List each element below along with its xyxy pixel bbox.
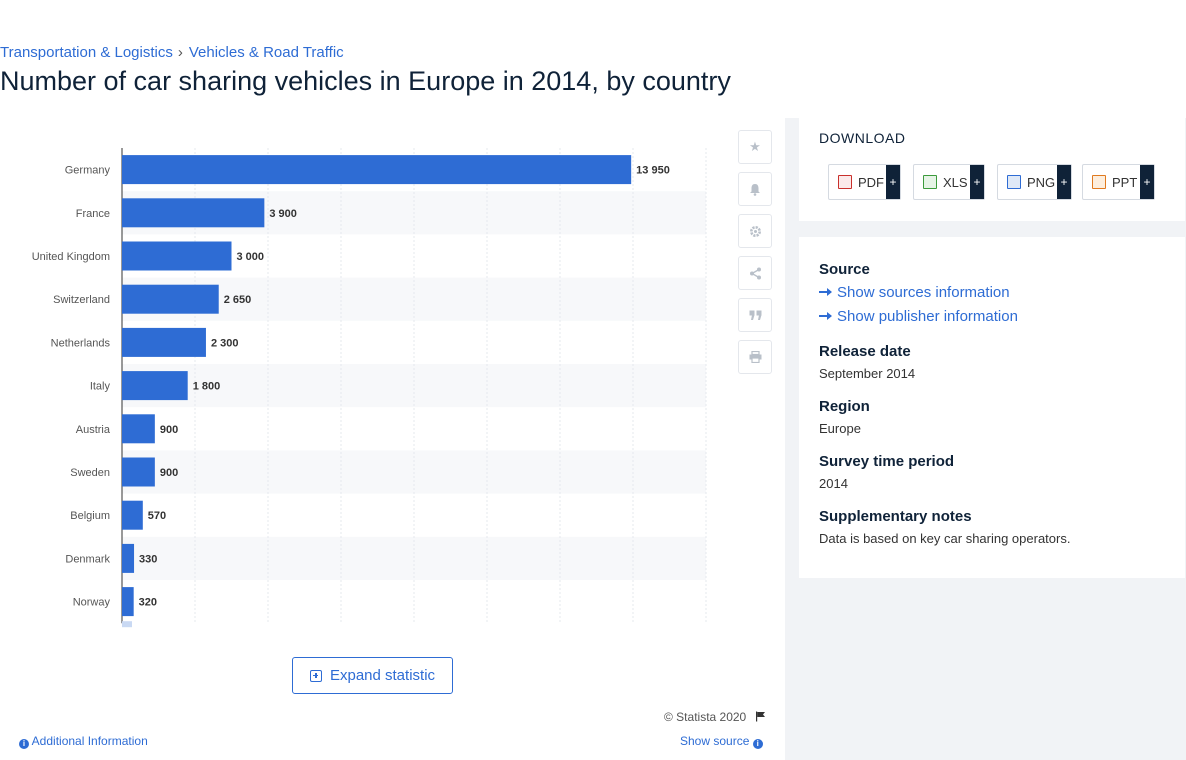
category-label: United Kingdom	[32, 251, 110, 263]
xls-file-icon	[923, 175, 937, 189]
statistic-info-card: Source Show sources information Show pub…	[799, 237, 1185, 578]
value-label: 2 650	[224, 294, 252, 306]
value-label: 1 800	[193, 381, 221, 393]
bar-sweden[interactable]	[122, 457, 155, 487]
flag-icon[interactable]	[755, 711, 766, 722]
expand-icon	[309, 669, 322, 682]
breadcrumb-separator: ›	[177, 44, 183, 61]
region-value: Europe	[819, 421, 861, 436]
print-icon[interactable]	[738, 340, 772, 374]
value-label: 330	[139, 553, 157, 565]
bar-france[interactable]	[122, 198, 265, 228]
value-label: 900	[160, 467, 178, 479]
pdf-plus: +	[886, 165, 900, 199]
additional-information-link[interactable]: i Additional Information	[19, 734, 148, 749]
ppt-label: PPT	[1112, 174, 1138, 190]
download-pdf-button[interactable]: PDF +	[828, 164, 901, 200]
download-title: DOWNLOAD	[819, 130, 906, 146]
value-label: 3 000	[237, 251, 265, 263]
png-label: PNG	[1027, 174, 1056, 190]
value-label: 320	[139, 597, 157, 609]
additional-information-label: Additional Information	[31, 734, 148, 748]
category-label: Norway	[73, 597, 111, 609]
copyright: © Statista 2020	[664, 710, 766, 724]
bar-germany[interactable]	[122, 155, 632, 185]
bar-switzerland[interactable]	[122, 284, 219, 314]
png-plus: +	[1057, 165, 1071, 199]
category-label: Denmark	[65, 553, 110, 565]
show-source-link[interactable]: Show source i	[680, 734, 763, 749]
chart-card: Germany France United Kingdom Switzerland Ne…	[0, 118, 785, 760]
show-publisher-link[interactable]: Show publisher information	[819, 308, 1018, 325]
category-label: Germany	[65, 165, 111, 177]
source-heading: Source	[819, 261, 870, 278]
survey-period-value: 2014	[819, 476, 848, 491]
arrow-right-icon	[819, 288, 832, 296]
pdf-file-icon	[838, 175, 852, 189]
category-label: Italy	[90, 381, 111, 393]
truncated-bar-hint	[122, 621, 132, 628]
value-label: 2 300	[211, 337, 239, 349]
ppt-file-icon	[1092, 175, 1106, 189]
download-png-button[interactable]: PNG +	[997, 164, 1072, 200]
expand-statistic-button[interactable]: Expand statistic	[292, 657, 453, 694]
value-label: 13 950	[636, 165, 670, 177]
release-date-value: September 2014	[819, 366, 916, 381]
page-title: Number of car sharing vehicles in Europe…	[0, 66, 731, 96]
release-date-heading: Release date	[819, 343, 911, 360]
bar-denmark[interactable]	[122, 543, 135, 573]
star-icon[interactable]: ★	[738, 130, 772, 164]
bar-belgium[interactable]	[122, 500, 143, 530]
info-icon: i	[19, 739, 29, 749]
category-label: Switzerland	[53, 294, 110, 306]
expand-label: Expand statistic	[329, 667, 436, 684]
supplementary-notes-value: Data is based on key car sharing operato…	[819, 531, 1071, 546]
copyright-text: © Statista 2020	[664, 710, 747, 724]
bar-austria[interactable]	[122, 414, 155, 444]
xls-label: XLS	[943, 174, 968, 190]
value-label: 3 900	[269, 208, 297, 220]
category-label: Netherlands	[51, 337, 111, 349]
show-publisher-label: Show publisher information	[837, 308, 1018, 325]
download-card: DOWNLOAD PDF + XLS + PNG + PPT +	[799, 118, 1185, 221]
chart-tools: ★	[738, 130, 772, 382]
breadcrumb-link-transportation[interactable]: Transportation & Logistics	[0, 44, 173, 61]
quote-icon[interactable]	[738, 298, 772, 332]
bar-united-kingdom[interactable]	[122, 241, 232, 271]
survey-period-heading: Survey time period	[819, 453, 955, 470]
info-icon: i	[752, 739, 763, 749]
category-label: Austria	[76, 424, 111, 436]
pdf-label: PDF	[858, 174, 884, 190]
value-label: 900	[160, 424, 178, 436]
show-source-label: Show source	[680, 734, 750, 748]
xls-plus: +	[970, 165, 984, 199]
gear-icon[interactable]	[738, 214, 772, 248]
png-file-icon	[1007, 175, 1021, 189]
category-label: France	[76, 208, 110, 220]
region-heading: Region	[819, 398, 870, 415]
bar-norway[interactable]	[122, 587, 134, 617]
download-xls-button[interactable]: XLS +	[913, 164, 985, 200]
bar-chart: Germany France United Kingdom Switzerland Ne…	[32, 148, 707, 628]
ppt-plus: +	[1140, 165, 1154, 199]
show-sources-label: Show sources information	[837, 284, 1010, 301]
show-sources-link[interactable]: Show sources information	[819, 284, 1010, 301]
share-icon[interactable]	[738, 256, 772, 290]
bar-italy[interactable]	[122, 371, 188, 401]
category-label: Belgium	[70, 510, 110, 522]
category-label: Sweden	[70, 467, 110, 479]
bell-icon[interactable]	[738, 172, 772, 206]
bar-netherlands[interactable]	[122, 327, 206, 357]
top-bar	[0, 0, 1186, 118]
arrow-right-icon	[819, 312, 832, 320]
breadcrumb-link-vehicles[interactable]: Vehicles & Road Traffic	[188, 44, 344, 61]
supplementary-notes-heading: Supplementary notes	[819, 508, 972, 525]
download-ppt-button[interactable]: PPT +	[1082, 164, 1155, 200]
breadcrumb: Transportation & Logistics › Vehicles & Ro…	[0, 44, 344, 61]
value-label: 570	[148, 510, 166, 522]
